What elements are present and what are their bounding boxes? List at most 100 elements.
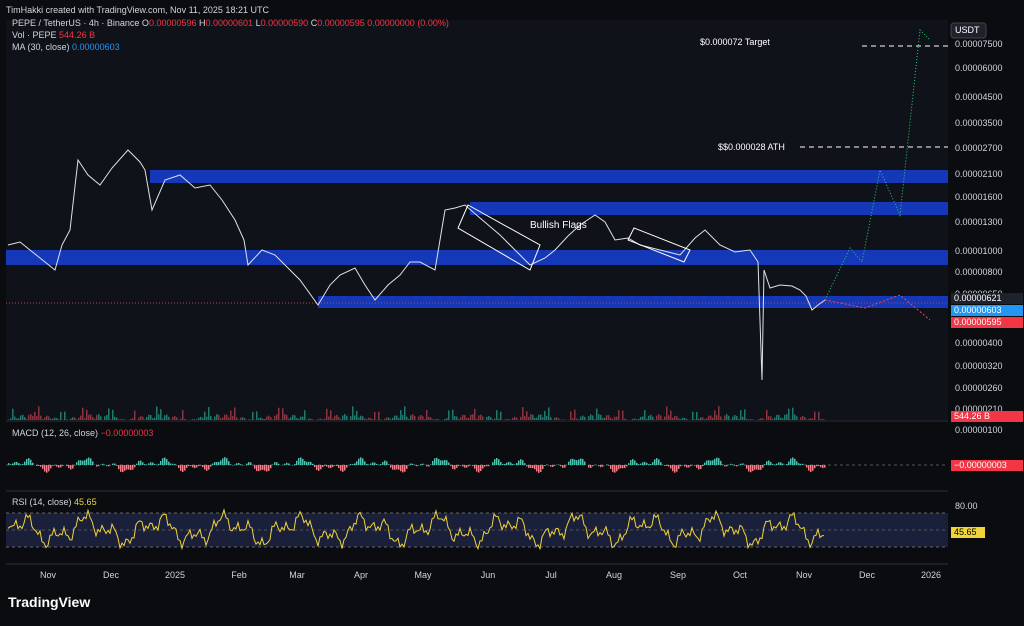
decor <box>316 465 318 471</box>
decor <box>198 417 200 420</box>
decor <box>482 465 484 469</box>
decor <box>306 461 308 465</box>
decor <box>340 465 342 471</box>
decor <box>592 415 594 420</box>
decor <box>268 415 270 420</box>
decor <box>732 464 734 465</box>
decor <box>776 414 778 420</box>
decor <box>822 419 824 420</box>
decor <box>266 465 268 472</box>
decor <box>144 419 146 420</box>
decor <box>92 461 94 465</box>
label: MACD (12, 26, close) <box>12 428 99 438</box>
decor <box>710 415 712 420</box>
decor <box>10 418 12 420</box>
decor <box>112 409 114 420</box>
decor <box>698 465 700 470</box>
decor <box>248 419 250 420</box>
decor <box>446 418 448 420</box>
decor <box>46 415 48 420</box>
decor <box>222 458 224 465</box>
decor <box>380 419 382 420</box>
label: MA (30, close) <box>12 42 70 52</box>
decor <box>580 458 582 465</box>
decor <box>428 416 430 420</box>
decor <box>108 408 110 420</box>
price-tag: 0.00000595 <box>951 317 1023 328</box>
decor <box>60 465 62 468</box>
decor <box>278 463 280 465</box>
decor <box>114 416 116 420</box>
decor <box>14 416 16 420</box>
ohlc-label: C <box>310 18 318 28</box>
decor <box>118 419 120 420</box>
decor <box>446 460 448 465</box>
value: 544.26 B <box>59 30 96 40</box>
decor <box>170 463 172 465</box>
decor <box>612 465 614 472</box>
decor <box>534 417 536 420</box>
decor <box>508 419 510 420</box>
time-label: Oct <box>732 570 747 580</box>
decor <box>76 462 78 465</box>
decor <box>480 465 482 472</box>
decor <box>220 418 222 420</box>
decor <box>160 409 162 420</box>
decor <box>336 465 338 466</box>
decor <box>414 416 416 420</box>
decor <box>278 407 280 420</box>
decor <box>96 465 98 467</box>
price-label: 0.00001000 <box>955 246 1003 256</box>
decor <box>296 418 298 420</box>
decor <box>212 463 214 465</box>
decor <box>544 465 546 466</box>
decor <box>632 418 634 420</box>
decor <box>48 416 50 420</box>
decor <box>304 460 306 465</box>
decor <box>646 462 648 465</box>
decor <box>340 419 342 420</box>
decor <box>712 460 714 465</box>
time-label: 2026 <box>921 570 942 580</box>
decor <box>430 464 432 465</box>
decor <box>786 464 788 465</box>
decor <box>518 460 520 465</box>
decor <box>142 462 144 465</box>
decor <box>616 416 618 420</box>
decor <box>544 410 546 420</box>
decor <box>626 465 628 467</box>
decor <box>736 416 738 420</box>
decor <box>488 465 490 467</box>
decor <box>622 410 624 420</box>
decor <box>638 418 640 420</box>
decor <box>480 414 482 420</box>
currency[interactable]: USDT <box>955 25 980 35</box>
decor <box>312 463 314 465</box>
decor <box>122 418 124 420</box>
decor <box>388 417 390 420</box>
decor <box>588 416 590 420</box>
decor <box>52 418 54 420</box>
decor <box>454 416 456 420</box>
decor <box>432 419 434 420</box>
decor <box>368 417 370 420</box>
decor <box>200 465 202 466</box>
decor <box>520 416 522 420</box>
decor <box>710 460 712 465</box>
decor <box>670 465 672 469</box>
decor <box>82 407 84 420</box>
decor <box>598 414 600 420</box>
decor <box>370 418 372 420</box>
decor <box>436 457 438 465</box>
decor <box>608 465 610 466</box>
decor <box>372 462 374 465</box>
decor <box>400 465 402 472</box>
decor <box>88 457 90 465</box>
currency-button[interactable] <box>950 22 987 39</box>
time-label: Dec <box>858 570 875 580</box>
decor <box>422 463 424 465</box>
decor <box>728 415 730 420</box>
decor <box>364 418 366 420</box>
ohlc-item: H0.00000601 <box>199 18 256 28</box>
